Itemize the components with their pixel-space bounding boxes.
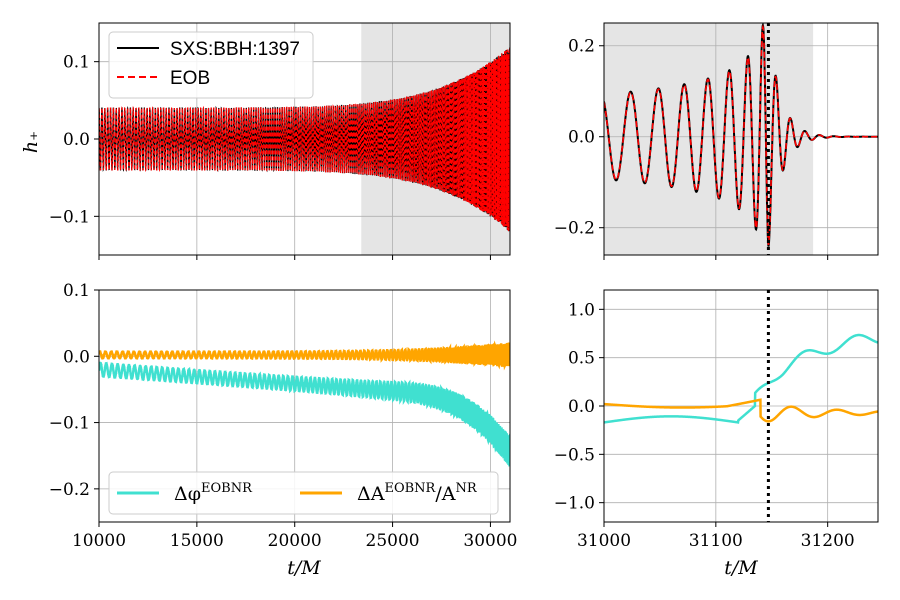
y-tick-label: 0.0: [63, 347, 90, 367]
y-tick-label: −0.5: [554, 445, 595, 465]
series-delta-amp-merger: [604, 398, 878, 423]
legend-damp-div: /A: [435, 483, 455, 505]
series-group: [604, 23, 878, 247]
legend-top-box: [108, 31, 314, 99]
axes-frame: [603, 22, 879, 256]
legend-damp-label: ΔAEOBNR/ANR: [357, 481, 478, 505]
shaded-region: [604, 23, 814, 255]
legend-eob-label: EOB: [170, 68, 210, 89]
axes-frame: [98, 289, 511, 523]
x-tick-label: 25000: [366, 531, 420, 551]
x-tick-label: 10000: [72, 531, 126, 551]
x-tick-label: 31100: [689, 531, 743, 551]
y-tick-label: −0.2: [49, 480, 90, 500]
y-tick-label: 0.1: [63, 53, 90, 73]
series-delta-amp: [99, 340, 510, 371]
series-group: [604, 333, 878, 424]
y-tick-label: −0.2: [554, 219, 595, 239]
legend-bottom: ΔφEOBNR ΔAEOBNR/ANR: [108, 471, 499, 515]
series-delta-phi-merger: [604, 333, 878, 424]
panel-bottom-right: 31000 31100 31200 −1.0 −0.5 0.0 0.5 1.0: [554, 289, 879, 551]
legend-damp-sup2: NR: [455, 481, 477, 496]
x-tick-label: 30000: [463, 531, 517, 551]
series-group: [99, 340, 510, 467]
y-tick-label: 1.0: [568, 300, 595, 320]
panel-top-right: −0.2 0.0 0.2: [554, 22, 879, 260]
x-tick-label: 31200: [801, 531, 855, 551]
y-tick-label: −1.0: [554, 494, 595, 514]
y-tick-label: 0.0: [568, 128, 595, 148]
legend-nr-label: SXS:BBH:1397: [170, 39, 300, 60]
legend-dphi-main: Δφ: [174, 483, 201, 505]
x-tick-label: 31000: [577, 531, 631, 551]
y-tick-label: 0.5: [568, 349, 595, 369]
legend-dphi-label: ΔφEOBNR: [174, 481, 253, 505]
x-tick-label: 15000: [170, 531, 224, 551]
legend-damp-main: ΔA: [357, 483, 385, 505]
y-tick-label: 0.0: [568, 397, 595, 417]
series-delta-phi: [99, 361, 510, 467]
y-tick-label: 0.0: [63, 130, 90, 150]
y-tick-label: −0.1: [49, 414, 90, 434]
y-tick-label: −0.1: [49, 207, 90, 227]
xlabel-bottom-right: t/M: [724, 557, 758, 579]
legend-dphi-sup: EOBNR: [201, 481, 253, 496]
y-tick-label: 0.2: [568, 37, 595, 57]
ylabel-h-plus: h₊: [20, 131, 42, 153]
series-nr-merger: [604, 23, 878, 247]
x-tick-label: 20000: [268, 531, 322, 551]
y-tick-label: 0.1: [63, 281, 90, 301]
xlabel-bottom-left: t/M: [287, 557, 321, 579]
legend-damp-sup: EOBNR: [384, 481, 436, 496]
series-group: [99, 47, 510, 232]
legend-top: SXS:BBH:1397 EOB: [108, 31, 314, 99]
series-eob-waveform: [99, 48, 510, 232]
